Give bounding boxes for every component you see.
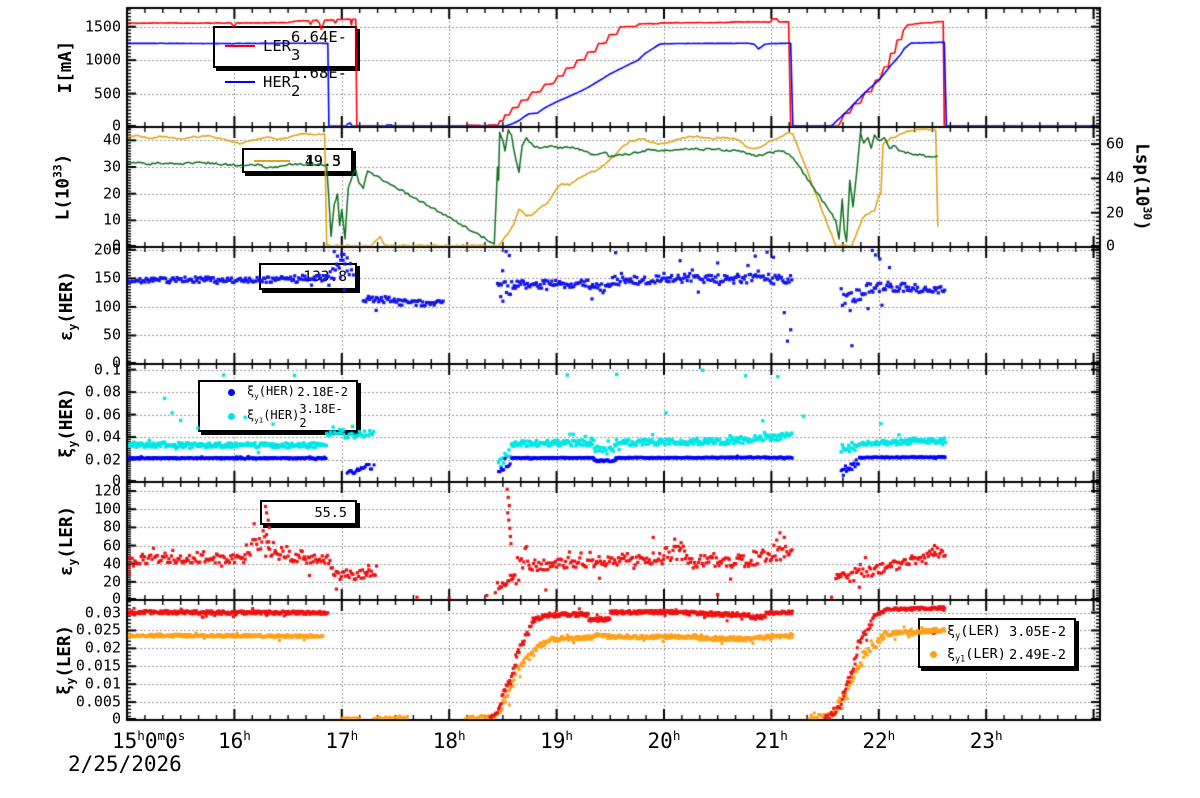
y-tick-label: 10 [102, 210, 121, 229]
y-tick-label: 40 [102, 130, 121, 149]
y-tick-label: 0.02 [84, 450, 121, 469]
y-tick-label: 100 [93, 499, 121, 518]
y-tick-label: 0.015 [75, 656, 121, 675]
y-tick-label: 40 [102, 554, 121, 573]
x-tick-label: 19h [540, 728, 574, 753]
x-tick-label: 20h [647, 728, 681, 753]
y-tick-label: 0.1 [93, 360, 121, 379]
y-tick-label: 80 [102, 517, 121, 536]
y-tick-label: 20 [102, 572, 121, 591]
y-tick-label-right: 0 [1106, 236, 1116, 255]
y-tick-label: 0.03 [84, 603, 121, 622]
y-tick-label: 20 [102, 184, 121, 203]
y-tick-label: 0.04 [84, 427, 121, 446]
y-tick-label: 1500 [84, 17, 121, 36]
y-tick-label: 120 [93, 481, 121, 500]
y-tick-label: 0.005 [75, 692, 121, 711]
y-tick-label: 0.025 [75, 620, 121, 639]
y-tick-label: 50 [102, 325, 121, 344]
x-tick-label: 21h [754, 728, 788, 753]
x-tick-label: 15h0m0s [112, 728, 186, 753]
x-tick-label: 16h [217, 728, 251, 753]
y-tick-label: 200 [93, 240, 121, 259]
x-tick-label: 17h [325, 728, 359, 753]
y-tick-label: 60 [102, 536, 121, 555]
y-tick-label: 30 [102, 157, 121, 176]
y-tick-label: 500 [93, 84, 121, 103]
y-tick-label: 1000 [84, 50, 121, 69]
y-tick-label: 150 [93, 268, 121, 287]
y-tick-label-right: 40 [1106, 168, 1125, 187]
y-tick-label: 0.08 [84, 382, 121, 401]
y-tick-label: 0.06 [84, 405, 121, 424]
y-tick-label: 0.02 [84, 638, 121, 657]
y-tick-label-right: 60 [1106, 134, 1125, 153]
x-tick-label: 23h [969, 728, 1003, 753]
x-tick-label: 18h [432, 728, 466, 753]
y-tick-label: 100 [93, 297, 121, 316]
y-tick-label: 0.01 [84, 674, 121, 693]
y-tick-label-right: 20 [1106, 203, 1125, 222]
x-tick-label: 22h [862, 728, 896, 753]
